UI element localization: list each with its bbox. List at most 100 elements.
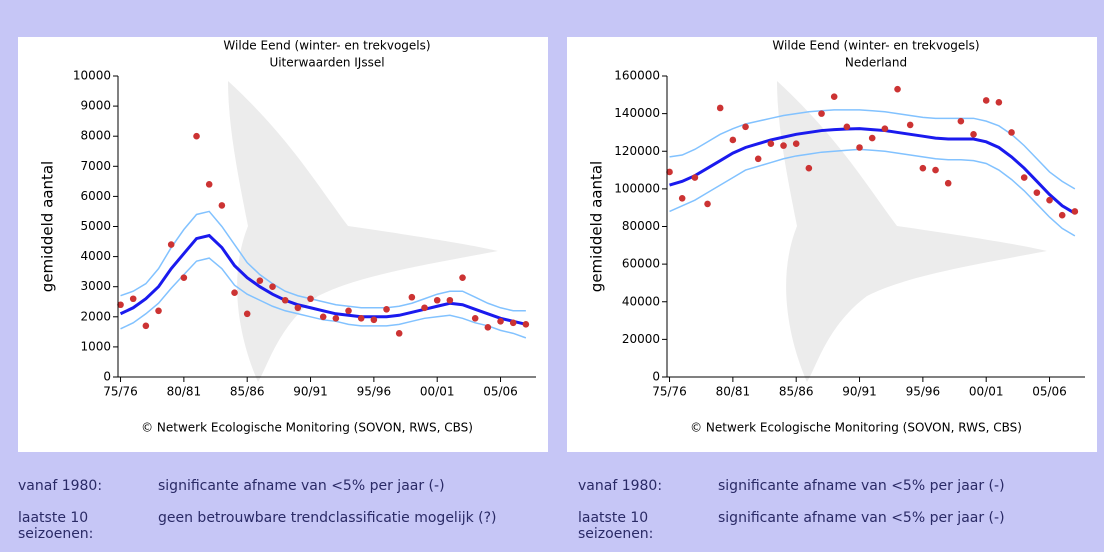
data-point (370, 316, 378, 324)
data-point (805, 164, 813, 172)
data-point (307, 295, 314, 303)
data-point (421, 304, 428, 312)
y-tick-label: 8000 (80, 129, 111, 143)
summary-label: vanaf 1980: (578, 478, 663, 494)
source-note: © Netwerk Ecologische Monitoring (SOVON,… (690, 421, 1022, 435)
y-tick-label: 140000 (614, 106, 660, 120)
data-point (509, 319, 517, 327)
y-tick-label: 3000 (80, 279, 111, 293)
data-point (345, 307, 352, 315)
y-tick-label: 6000 (80, 189, 111, 203)
data-point (691, 174, 699, 181)
data-point (357, 315, 365, 322)
data-point (180, 274, 188, 281)
data-point (117, 301, 124, 309)
data-point (894, 85, 901, 93)
confidence-band (120, 210, 526, 312)
source-note: © Netwerk Ecologische Monitoring (SOVON,… (141, 421, 473, 435)
x-tick-label: 05/06 (1032, 385, 1067, 399)
x-tick-label: 90/91 (293, 385, 328, 399)
summary-text: significante afname van <5% per jaar (-) (158, 478, 445, 494)
chart-title: Wilde Eend (winter- en trekvogels) (223, 39, 430, 53)
data-point (678, 194, 686, 202)
data-point (205, 181, 213, 188)
data-point (1033, 189, 1041, 196)
data-point (982, 97, 990, 104)
data-point (881, 125, 889, 132)
data-point (522, 321, 530, 328)
data-point (218, 202, 226, 209)
chart-panel: Wilde Eend (winter- en trekvogels) Uiterw… (18, 37, 548, 452)
x-tick-label: 05/06 (483, 385, 518, 399)
data-point (868, 134, 876, 142)
y-tick-label: 0 (652, 370, 660, 384)
data-point (459, 274, 466, 281)
chart-panel: Wilde Eend (winter- en trekvogels) Nederl… (567, 37, 1097, 452)
summary-text: geen betrouwbare trendclassificatie moge… (158, 510, 497, 526)
data-point (932, 166, 939, 174)
data-point (155, 307, 162, 315)
trend-line (119, 233, 527, 326)
data-point (281, 296, 289, 304)
data-point (944, 179, 952, 187)
confidence-band (669, 148, 1076, 237)
data-point (767, 140, 775, 148)
chart-title: Wilde Eend (winter- en trekvogels) (772, 39, 979, 53)
data-point (666, 168, 673, 176)
y-tick-label: 40000 (622, 294, 660, 308)
y-tick-label: 4000 (80, 249, 111, 263)
x-tick-label: 95/96 (906, 385, 941, 399)
x-tick-label: 75/76 (652, 385, 687, 399)
summary-text: significante afname van <5% per jaar (-) (718, 510, 1005, 526)
y-tick-label: 9000 (80, 99, 111, 113)
y-tick-label: 1000 (80, 339, 111, 353)
data-point (408, 293, 416, 301)
data-point (193, 132, 200, 140)
data-point (294, 304, 302, 312)
data-point (1008, 129, 1015, 136)
data-point (446, 296, 454, 304)
confidence-band (669, 109, 1076, 190)
y-tick-label: 5000 (80, 219, 111, 233)
y-tick-label: 120000 (614, 144, 660, 158)
chart-subtitle: Nederland (845, 56, 907, 70)
data-point (754, 155, 762, 163)
y-tick-label: 2000 (80, 309, 111, 323)
data-point (919, 164, 927, 172)
data-point (383, 305, 390, 313)
data-point (167, 241, 175, 248)
y-tick-label: 80000 (622, 219, 660, 233)
x-tick-label: 75/76 (103, 385, 138, 399)
data-point (995, 99, 1003, 106)
y-tick-label: 60000 (622, 257, 660, 271)
data-point (243, 310, 251, 318)
data-point (906, 121, 914, 129)
data-point (716, 104, 724, 112)
x-tick-label: 90/91 (842, 385, 877, 399)
data-point (830, 93, 838, 100)
data-point (843, 123, 851, 131)
data-point (856, 144, 863, 151)
summary-label: vanaf 1980: (18, 478, 103, 494)
chart-subtitle: Uiterwaarden IJssel (269, 56, 384, 70)
x-tick-label: 85/86 (779, 385, 814, 399)
x-tick-label: 80/81 (167, 385, 202, 399)
data-point (1071, 208, 1079, 215)
data-point (742, 123, 749, 131)
y-tick-label: 7000 (80, 159, 111, 173)
x-tick-label: 85/86 (230, 385, 265, 399)
x-tick-label: 00/01 (420, 385, 455, 399)
summary-label: laatste 10 seizoenen: (18, 510, 94, 542)
data-point (319, 313, 327, 321)
y-tick-label: 160000 (614, 69, 660, 83)
data-point (256, 277, 264, 284)
y-axis-label: gemiddeld aantal (39, 161, 57, 292)
data-point (332, 315, 340, 322)
y-tick-label: 10000 (73, 69, 111, 83)
data-point (433, 296, 441, 304)
bird-silhouette (777, 81, 1047, 382)
data-point (484, 324, 492, 331)
y-tick-label: 100000 (614, 181, 660, 195)
